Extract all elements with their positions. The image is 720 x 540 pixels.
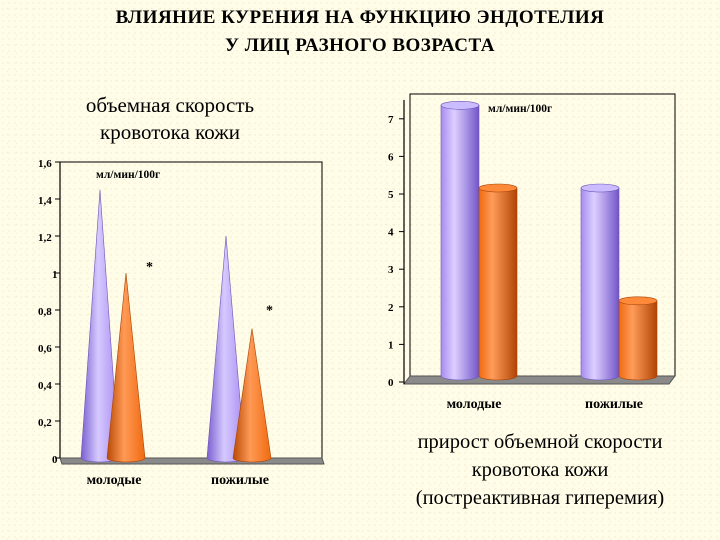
- y-tick-label: 7: [388, 114, 394, 126]
- right-caption-line-1: прирост объемной скорости: [417, 431, 663, 453]
- left-chart-caption: объемная скорость кровотока кожи: [40, 92, 300, 146]
- y-tick-label: 3: [388, 264, 394, 276]
- page-title-line-1: ВЛИЯНИЕ КУРЕНИЯ НА ФУНКЦИЮ ЭНДОТЕЛИЯ: [115, 7, 605, 28]
- y-tick-label: 1: [388, 339, 394, 351]
- significance-asterisk: *: [266, 304, 273, 319]
- cone-bar: [106, 272, 146, 463]
- unit-label: мл/мин/100г: [96, 169, 160, 181]
- x-category-label: молодые: [447, 397, 502, 412]
- y-tick-label: 6: [388, 151, 394, 163]
- cylinder-bar: [618, 300, 658, 381]
- y-tick-label: 5: [388, 189, 394, 201]
- y-tick-label: 1: [52, 269, 58, 281]
- right-caption-line-2: кровотока кожи: [471, 459, 609, 481]
- y-tick-label: 0,4: [38, 380, 52, 392]
- left-caption-line-2: кровотока кожи: [100, 120, 240, 144]
- y-tick-label: 1,2: [38, 232, 52, 244]
- y-tick-label: 1,6: [38, 158, 52, 170]
- right-chart-caption: прирост объемной скорости кровотока кожи…: [370, 428, 710, 512]
- cylinder-bar-top: [478, 183, 518, 193]
- left-caption-line-1: объемная скорость: [85, 93, 255, 117]
- cone-bar: [232, 328, 272, 463]
- unit-label: мл/мин/100г: [488, 103, 552, 115]
- y-tick-label: 0: [52, 454, 58, 466]
- x-category-label: пожилые: [585, 397, 643, 412]
- cylinder-bar-top: [440, 100, 480, 110]
- cone-chart-blood-flow: 0 0,2 0,4 0,6 0,8 1 1,2 1,4 1,6 мл/мин/100г молоды…: [38, 158, 325, 488]
- cylinder-bar-top: [618, 296, 658, 306]
- y-tick-label: 0,6: [38, 343, 52, 355]
- x-category-label: молодые: [87, 473, 142, 488]
- x-category-label: пожилые: [211, 473, 269, 488]
- y-tick-label: 0,8: [38, 306, 52, 318]
- cylinder-bar: [580, 187, 620, 381]
- significance-asterisk: *: [146, 260, 153, 275]
- cylinder-bar: [478, 187, 518, 381]
- cylinder-bar: [440, 104, 480, 381]
- y-tick-label: 0: [388, 377, 394, 389]
- y-tick-label: 0,2: [38, 417, 52, 429]
- cylinder-chart-blood-flow-increase: 0 1 2 3 4 5 6 7 мл/мин/100г молодые пожилые: [388, 93, 676, 412]
- page-title-line-2: У ЛИЦ РАЗНОГО ВОЗРАСТА: [225, 35, 495, 56]
- cylinder-bar-top: [580, 183, 620, 193]
- y-tick-label: 1,4: [38, 195, 52, 207]
- y-tick-label: 4: [388, 227, 394, 239]
- right-caption-line-3: (постреактивная гиперемия): [415, 487, 665, 509]
- y-tick-label: 2: [388, 302, 394, 314]
